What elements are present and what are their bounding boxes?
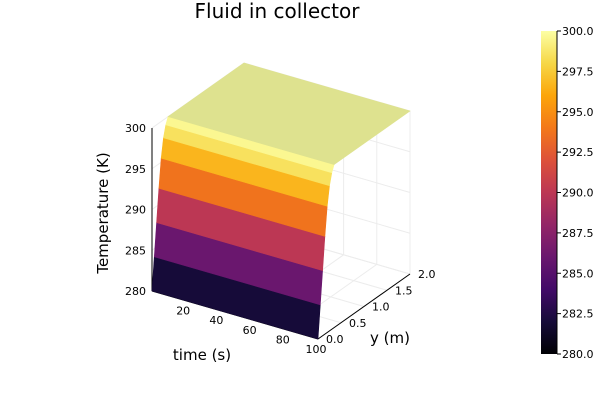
z-tick-label: 300 [125, 122, 146, 135]
colorbar-tick-label: 282.5 [562, 308, 594, 321]
colorbar-tick-label: 292.5 [562, 146, 594, 159]
x-tick-label: 80 [276, 333, 290, 346]
colorbar-ticks: 280.0 282.5 285.0 287.5 290.0 292.5 295.0 297.5… [557, 25, 594, 361]
x-tick-label: 60 [243, 324, 257, 337]
z-tick-label: 295 [125, 163, 146, 176]
y-tick-label: 1.5 [395, 284, 413, 297]
z-tick-label: 285 [125, 244, 146, 257]
temperature-surface [151, 62, 411, 340]
z-tick-label: 280 [125, 285, 146, 298]
colorbar-tick-label: 280.0 [562, 348, 594, 361]
x-axis-label: time (s) [173, 346, 231, 364]
x-tick-label: 40 [209, 314, 223, 327]
colorbar-tick-label: 300.0 [562, 25, 594, 38]
y-tick-label: 0.0 [326, 333, 344, 346]
colorbar: 280.0 282.5 285.0 287.5 290.0 292.5 295.0 297.5… [541, 25, 594, 361]
colorbar-tick-label: 287.5 [562, 227, 594, 240]
z-tick-label: 290 [125, 204, 146, 217]
y-tick-label: 1.0 [372, 301, 390, 314]
y-axis-line [317, 273, 411, 340]
colorbar-tick-label: 295.0 [562, 106, 594, 119]
y-tick-label: 0.5 [349, 317, 367, 330]
surface-plateau [167, 62, 411, 165]
x-tick-label: 100 [306, 343, 327, 356]
colorbar-gradient [541, 31, 557, 354]
z-axis-label: Temperature (K) [94, 152, 112, 274]
chart-title: Fluid in collector [195, 0, 361, 23]
x-tick-label: 20 [176, 305, 190, 318]
y-axis-label: y (m) [370, 329, 410, 347]
y-tick-label: 2.0 [418, 268, 436, 281]
colorbar-tick-label: 290.0 [562, 187, 594, 200]
colorbar-tick-label: 285.0 [562, 267, 594, 280]
colorbar-tick-label: 297.5 [562, 65, 594, 78]
